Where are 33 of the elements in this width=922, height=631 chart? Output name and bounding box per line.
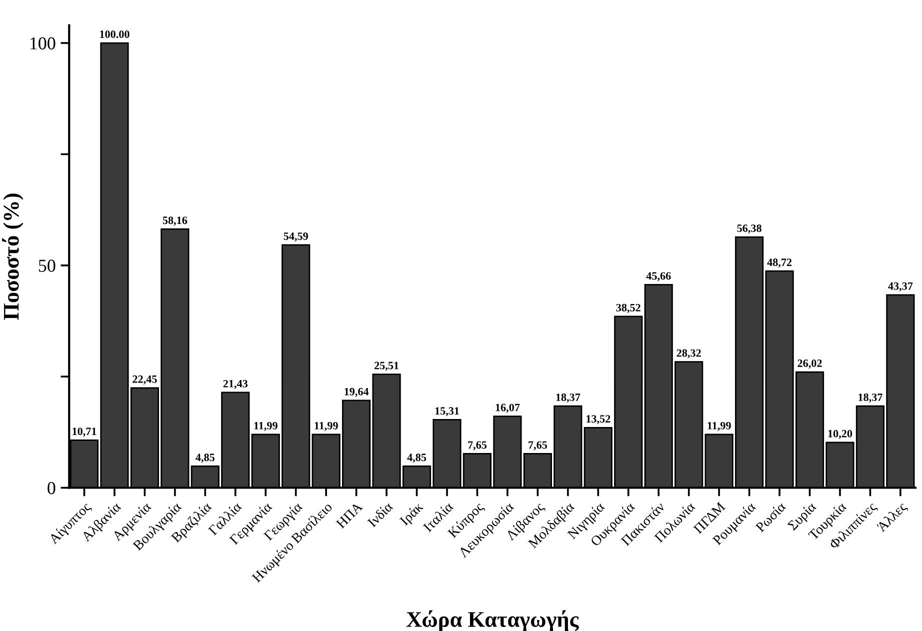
y-tick-label: 50	[38, 260, 56, 272]
data-label: 58,16	[162, 216, 188, 226]
data-label: 11,99	[708, 422, 731, 432]
data-label: 22,45	[132, 375, 157, 384]
data-label: 43,37	[888, 282, 913, 292]
data-label: 18,37	[858, 394, 882, 403]
data-label: 19,64	[344, 388, 369, 397]
data-label: 7,65	[468, 441, 487, 450]
data-label: 10,20	[828, 430, 852, 439]
data-label: 13,52	[586, 415, 610, 424]
data-label: 21,43	[223, 380, 248, 390]
data-label: 100.00	[100, 30, 130, 38]
x-axis-title: Χώρα Καταγωγής	[406, 610, 579, 631]
data-label: 54,59	[284, 232, 308, 242]
y-axis-title: Ποσοστό (%)	[2, 194, 24, 320]
data-label: 10,71	[72, 428, 96, 437]
data-label: 4,85	[407, 454, 426, 463]
data-label: 15,31	[435, 407, 459, 416]
data-label: 18,37	[556, 394, 580, 403]
data-label: 38,52	[616, 304, 640, 314]
data-label: 16,07	[496, 404, 520, 413]
data-label: 11,99	[314, 422, 338, 432]
data-label: 56,38	[737, 224, 762, 234]
data-label: 26,02	[798, 360, 822, 369]
data-label: 11,99	[254, 422, 278, 432]
data-label: 25,51	[374, 362, 398, 371]
data-label: 48,72	[767, 258, 792, 268]
data-label: 4,85	[196, 454, 214, 463]
y-tick-label: 100	[30, 37, 56, 50]
data-label: 28,32	[676, 349, 701, 358]
y-tick-label: 0	[48, 482, 56, 494]
data-label: 45,66	[646, 272, 671, 282]
data-label: 7,65	[528, 441, 548, 450]
